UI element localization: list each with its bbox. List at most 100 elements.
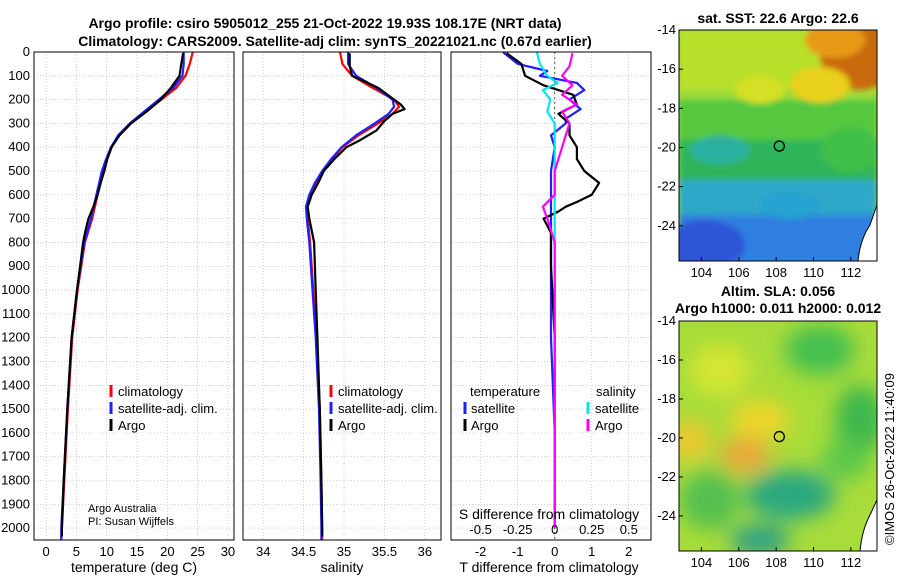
sla-map-title-1: Altim. SLA: 0.056 bbox=[721, 283, 836, 299]
map-y-tick-label: -16 bbox=[657, 61, 676, 76]
y-tick-label: 1100 bbox=[2, 306, 30, 321]
legend-argo-label: Argo bbox=[338, 418, 365, 433]
argo-position-marker bbox=[773, 430, 785, 443]
title-line-1: Argo profile: csiro 5905012_255 21-Oct-2… bbox=[88, 15, 561, 31]
y-tick-label: 1700 bbox=[1, 449, 30, 464]
sst-map-title: sat. SST: 22.6 Argo: 22.6 bbox=[697, 10, 859, 26]
x-tick-label: 0 bbox=[551, 544, 558, 559]
legend-satellite-label: satellite-adj. clim. bbox=[338, 401, 438, 416]
y-tick-label: 800 bbox=[8, 234, 30, 249]
series-argo bbox=[306, 53, 406, 537]
salinity-legend: climatology satellite-adj. clim. Argo bbox=[329, 384, 438, 433]
series-satellite-adj-clim- bbox=[60, 52, 185, 540]
sla-map-title-2: Argo h1000: 0.011 h2000: 0.012 bbox=[675, 300, 881, 316]
y-tick-label: 300 bbox=[8, 115, 30, 130]
salinity-diff-tick-label: 0 bbox=[551, 522, 558, 537]
map-x-tick-label: 112 bbox=[840, 265, 861, 280]
map-x-tick-label: 104 bbox=[691, 265, 713, 280]
y-tick-label: 600 bbox=[8, 187, 30, 202]
credit-pi: PI: Susan Wijffels bbox=[88, 516, 174, 528]
temperature-diff-legend: temperature satellite Argo bbox=[463, 384, 540, 433]
legend-climatology-label: climatology bbox=[338, 384, 404, 399]
credit-org: Argo Australia bbox=[88, 503, 157, 515]
y-tick-label: 1900 bbox=[1, 496, 30, 511]
x-tick-label: 34 bbox=[256, 544, 270, 559]
map-y-tick-label: -24 bbox=[657, 508, 676, 523]
map-y-tick-label: -18 bbox=[657, 391, 676, 406]
map-x-tick-label: 108 bbox=[765, 265, 787, 280]
map-y-tick-label: -16 bbox=[657, 352, 676, 367]
salinity-diff-legend: salinity satellite Argo bbox=[586, 384, 639, 433]
x-tick-label: 15 bbox=[130, 544, 144, 559]
map-y-tick-label: -22 bbox=[657, 179, 676, 194]
x-tick-label: -1 bbox=[512, 544, 524, 559]
map-y-tick-label: -22 bbox=[657, 469, 676, 484]
series-t-satellite bbox=[502, 52, 586, 529]
series-argo bbox=[60, 53, 185, 537]
salinity-diff-tick-label: 0.25 bbox=[579, 522, 604, 537]
series-s-argo bbox=[541, 52, 579, 529]
map-x-tick-label: 104 bbox=[691, 555, 713, 570]
map-y-tick-label: -18 bbox=[657, 100, 676, 115]
x-tick-label: 1 bbox=[588, 544, 595, 559]
y-tick-label: 1800 bbox=[1, 472, 30, 487]
difference-panel: -2 -1 0 1 2 -0.5 -0.25 0 0.25 0.5 T difference fr… bbox=[450, 51, 652, 575]
salinity-diff-tick-label: 0.5 bbox=[620, 522, 638, 537]
salinity-xlabel: salinity bbox=[321, 559, 364, 575]
temperature-panel: 0 100 200 300 400 500 600 700 800 900 1000 1100 1200… bbox=[1, 44, 235, 575]
legend-t-argo-label: Argo bbox=[471, 418, 498, 433]
map-x-tick-label: 106 bbox=[728, 265, 750, 280]
x-tick-label: 30 bbox=[221, 544, 235, 559]
y-tick-label: 900 bbox=[8, 258, 30, 273]
map-y-tick-label: -20 bbox=[657, 430, 676, 445]
imos-timestamp: ©IMOS 26-Oct-2022 11:40:09 bbox=[882, 373, 897, 545]
x-tick-label: 5 bbox=[73, 544, 80, 559]
y-tick-label: 1400 bbox=[1, 377, 30, 392]
x-tick-label: 35.5 bbox=[372, 544, 397, 559]
map-x-tick-label: 108 bbox=[765, 555, 787, 570]
map-x-tick-label: 106 bbox=[728, 555, 750, 570]
sla-map: Altim. SLA: 0.056 Argo h1000: 0.011 h200… bbox=[657, 283, 881, 570]
y-tick-label: 1500 bbox=[1, 401, 30, 416]
legend-salinity-title: salinity bbox=[596, 384, 636, 399]
coastline bbox=[859, 499, 877, 551]
y-tick-label: 0 bbox=[23, 44, 30, 59]
salinity-diff-tick-label: -0.25 bbox=[503, 522, 533, 537]
series-t-argo bbox=[505, 52, 601, 529]
legend-temperature-title: temperature bbox=[470, 384, 540, 399]
map-y-tick-label: -24 bbox=[657, 218, 676, 233]
x-tick-label: 34.5 bbox=[291, 544, 316, 559]
title-line-2: Climatology: CARS2009. Satellite-adj cli… bbox=[78, 33, 592, 49]
salinity-panel: 34 34.5 35 35.5 36 salinity climatology sate… bbox=[242, 51, 442, 575]
map-x-tick-label: 110 bbox=[803, 265, 824, 280]
coastline bbox=[857, 204, 877, 261]
map-y-tick-label: -20 bbox=[657, 139, 676, 154]
y-tick-label: 400 bbox=[8, 139, 30, 154]
y-tick-label: 1000 bbox=[1, 282, 30, 297]
legend-climatology-label: climatology bbox=[118, 384, 184, 399]
map-y-tick-label: -14 bbox=[657, 22, 676, 37]
legend-argo-label: Argo bbox=[118, 418, 145, 433]
x-tick-label: 20 bbox=[160, 544, 174, 559]
y-tick-label: 700 bbox=[8, 211, 30, 226]
y-tick-label: 1200 bbox=[1, 330, 30, 345]
sst-map: sat. SST: 22.6 Argo: 22.6 104 106 108 1 bbox=[657, 10, 878, 280]
difference-top-label: S difference from climatology bbox=[459, 506, 639, 522]
legend-t-satellite-label: satellite bbox=[471, 401, 515, 416]
map-x-tick-label: 112 bbox=[840, 555, 861, 570]
legend-s-argo-label: Argo bbox=[595, 418, 622, 433]
y-tick-label: 500 bbox=[8, 163, 30, 178]
x-tick-label: 36 bbox=[418, 544, 432, 559]
x-tick-label: 25 bbox=[190, 544, 204, 559]
y-tick-label: 100 bbox=[8, 68, 30, 83]
difference-xlabel: T difference from climatology bbox=[459, 559, 638, 575]
y-tick-label: 2000 bbox=[1, 520, 30, 535]
salinity-diff-tick-label: -0.5 bbox=[469, 522, 491, 537]
legend-satellite-label: satellite-adj. clim. bbox=[118, 401, 218, 416]
x-tick-label: 2 bbox=[625, 544, 632, 559]
argo-position-marker bbox=[773, 140, 785, 152]
x-tick-label: 35 bbox=[337, 544, 351, 559]
y-tick-label: 200 bbox=[8, 92, 30, 107]
y-tick-label: 1600 bbox=[1, 425, 30, 440]
